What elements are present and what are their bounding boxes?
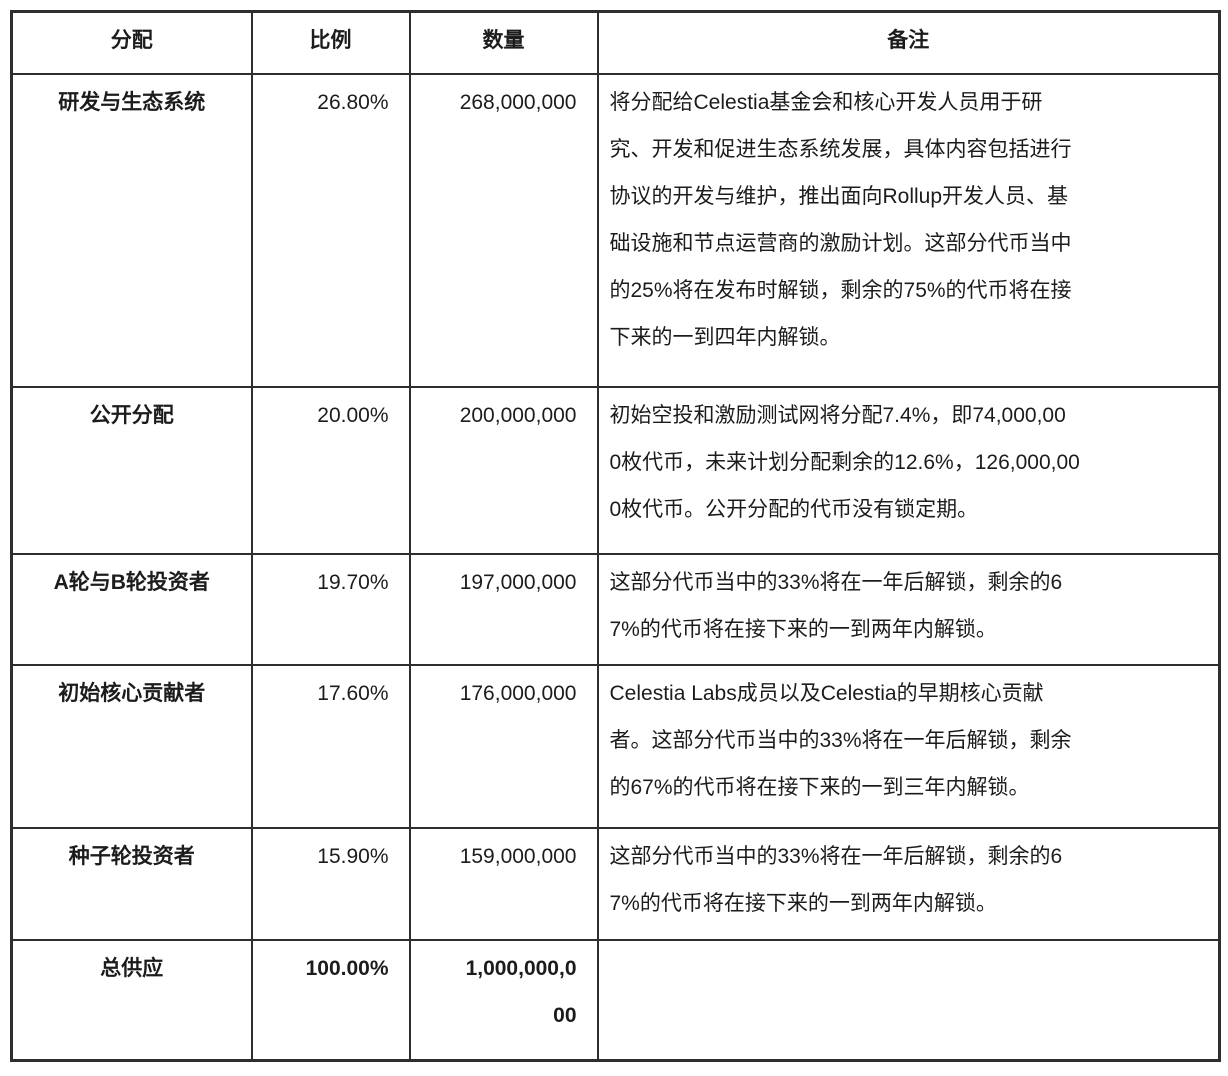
amount-cell: 159,000,000 [408,826,599,941]
note-cell: 这部分代币当中的33%将在一年后解锁，剩余的6 7%的代币将在接下来的一到两年内… [596,552,1221,666]
header-amount: 数量 [408,10,599,75]
table-row: 种子轮投资者 15.90% 159,000,000 这部分代币当中的33%将在一… [10,826,1221,941]
ratio-cell: 100.00% [250,938,411,1062]
ratio-cell: 15.90% [250,826,411,941]
token-allocation-table: 分配 比例 数量 备注 研发与生态系统 26.80% 268,000,000 将… [10,10,1221,1062]
table-row-total: 总供应 100.00% 1,000,000,0 00 [10,938,1221,1062]
note-cell: 初始空投和激励测试网将分配7.4%，即74,000,00 0枚代币，未来计划分配… [596,385,1221,555]
allocation-cell: A轮与B轮投资者 [10,552,253,666]
header-allocation: 分配 [10,10,253,75]
table-header-row: 分配 比例 数量 备注 [10,10,1221,75]
table-row: 研发与生态系统 26.80% 268,000,000 将分配给Celestia基… [10,72,1221,388]
allocation-cell: 总供应 [10,938,253,1062]
note-cell: Celestia Labs成员以及Celestia的早期核心贡献 者。这部分代币… [596,663,1221,829]
amount-cell: 176,000,000 [408,663,599,829]
header-notes: 备注 [596,10,1221,75]
table-row: 初始核心贡献者 17.60% 176,000,000 Celestia Labs… [10,663,1221,829]
allocation-cell: 种子轮投资者 [10,826,253,941]
ratio-cell: 17.60% [250,663,411,829]
ratio-cell: 26.80% [250,72,411,388]
note-cell: 将分配给Celestia基金会和核心开发人员用于研 究、开发和促进生态系统发展，… [596,72,1221,388]
table-row: 公开分配 20.00% 200,000,000 初始空投和激励测试网将分配7.4… [10,385,1221,555]
allocation-cell: 初始核心贡献者 [10,663,253,829]
ratio-cell: 20.00% [250,385,411,555]
header-ratio: 比例 [250,10,411,75]
table-row: A轮与B轮投资者 19.70% 197,000,000 这部分代币当中的33%将… [10,552,1221,666]
amount-cell: 197,000,000 [408,552,599,666]
ratio-cell: 19.70% [250,552,411,666]
amount-cell: 1,000,000,0 00 [408,938,599,1062]
note-cell: 这部分代币当中的33%将在一年后解锁，剩余的6 7%的代币将在接下来的一到两年内… [596,826,1221,941]
allocation-cell: 研发与生态系统 [10,72,253,388]
note-cell [596,938,1221,1062]
allocation-cell: 公开分配 [10,385,253,555]
amount-cell: 268,000,000 [408,72,599,388]
amount-cell: 200,000,000 [408,385,599,555]
